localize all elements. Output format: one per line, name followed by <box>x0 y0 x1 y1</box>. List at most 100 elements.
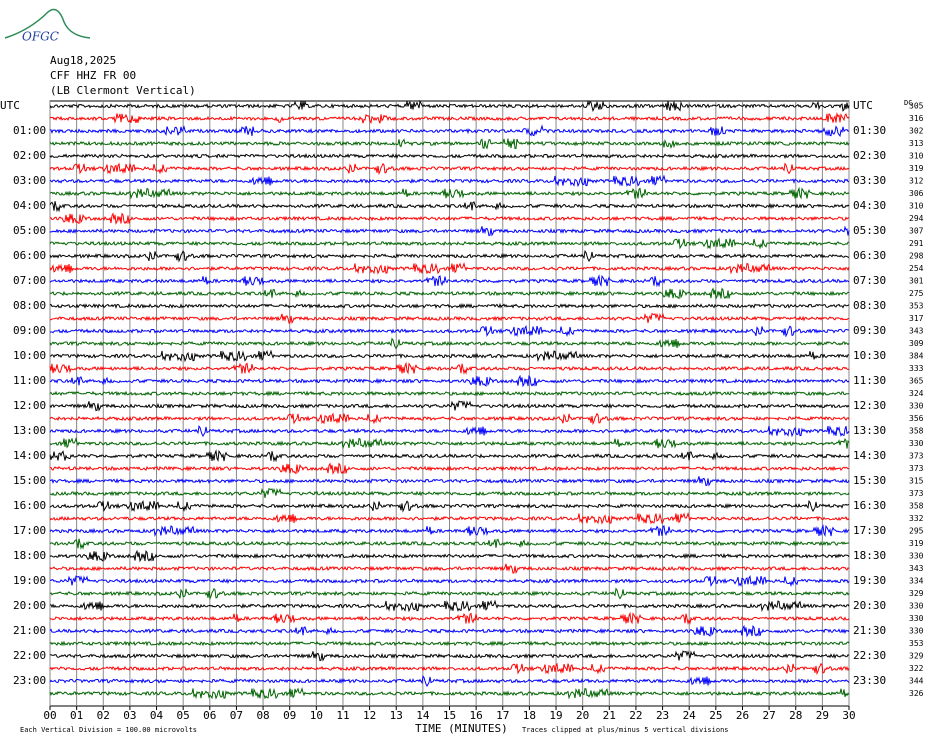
dc-value: 365 <box>909 377 924 386</box>
x-tick-label: 27 <box>762 709 775 722</box>
dc-value: 313 <box>909 139 924 148</box>
trace <box>49 212 850 225</box>
dc-value: 353 <box>909 639 924 648</box>
dc-value: 302 <box>909 127 924 136</box>
dc-value: 330 <box>909 602 924 611</box>
dc-value: 319 <box>909 164 924 173</box>
x-tick-label: 25 <box>709 709 722 722</box>
x-tick-label: 01 <box>70 709 83 722</box>
right-time-label: 03:30 <box>853 174 886 187</box>
x-tick-label: 11 <box>336 709 349 722</box>
trace <box>49 476 850 487</box>
trace <box>50 124 850 138</box>
dc-value: 358 <box>909 502 924 511</box>
x-tick-label: 06 <box>203 709 216 722</box>
x-tick-label: 14 <box>416 709 430 722</box>
trace <box>49 487 850 498</box>
dc-value: 353 <box>909 302 924 311</box>
logo-curve <box>4 8 91 39</box>
trace <box>49 225 850 237</box>
x-tick-label: 12 <box>363 709 376 722</box>
trace <box>49 650 850 662</box>
x-tick-label: 03 <box>123 709 136 722</box>
trace <box>49 687 850 700</box>
dc-value: 356 <box>909 414 924 423</box>
trace <box>49 662 850 676</box>
trace <box>49 324 850 338</box>
right-time-label: 08:30 <box>853 299 886 312</box>
trace <box>49 512 850 525</box>
right-time-label: UTC <box>853 99 873 112</box>
right-time-label: 19:30 <box>853 574 886 587</box>
trace <box>49 674 850 688</box>
trace <box>49 349 850 363</box>
right-time-label: 15:30 <box>853 474 886 487</box>
trace <box>49 449 850 463</box>
x-tick-label: 20 <box>576 709 589 722</box>
dc-value: 275 <box>909 289 924 298</box>
dc-value: 373 <box>909 452 924 461</box>
trace <box>49 499 850 513</box>
x-tick-label: 05 <box>177 709 190 722</box>
right-time-label: 05:30 <box>853 224 886 237</box>
left-time-label: 09:00 <box>13 324 46 337</box>
trace <box>49 249 850 263</box>
dc-value: 319 <box>909 539 924 548</box>
dc-value: 330 <box>909 402 924 411</box>
left-time-label: 16:00 <box>13 499 46 512</box>
dc-value: 373 <box>909 464 924 473</box>
x-tick-label: 15 <box>443 709 456 722</box>
right-time-label: 13:30 <box>853 424 886 437</box>
dc-value: 329 <box>909 589 924 598</box>
x-tick-label: 26 <box>736 709 749 722</box>
x-tick-label: 00 <box>43 709 56 722</box>
trace <box>49 302 850 310</box>
dc-value: 316 <box>909 114 924 123</box>
dc-value: 344 <box>909 677 924 686</box>
left-time-label: 15:00 <box>13 474 46 487</box>
logo: OFGC <box>22 30 59 44</box>
right-time-label: 16:30 <box>853 499 886 512</box>
trace <box>49 412 850 426</box>
dc-value: 291 <box>909 239 924 248</box>
left-time-label: UTC <box>0 99 20 112</box>
right-time-label: 04:30 <box>853 199 886 212</box>
dc-value: 322 <box>909 664 924 673</box>
left-time-label: 14:00 <box>13 449 46 462</box>
dc-value: 384 <box>909 352 924 361</box>
x-tick-label: 17 <box>496 709 509 722</box>
dc-value: 326 <box>909 689 924 698</box>
left-time-label: 10:00 <box>13 349 46 362</box>
left-time-label: 08:00 <box>13 299 46 312</box>
trace <box>49 437 850 450</box>
dc-value: 301 <box>909 277 924 286</box>
right-time-label: 02:30 <box>853 149 886 162</box>
dc-value: 330 <box>909 614 924 623</box>
trace <box>49 287 850 300</box>
right-time-label: 21:30 <box>853 624 886 637</box>
trace <box>49 524 850 538</box>
x-tick-label: 28 <box>789 709 802 722</box>
trace <box>49 424 850 438</box>
dc-value: 324 <box>909 389 924 398</box>
trace <box>49 599 850 613</box>
trace <box>49 337 850 350</box>
left-time-label: 21:00 <box>13 624 46 637</box>
dc-value: 358 <box>909 427 924 436</box>
left-time-label: 03:00 <box>13 174 46 187</box>
dc-value: 343 <box>909 327 924 336</box>
x-tick-label: 23 <box>656 709 669 722</box>
trace <box>49 587 850 601</box>
right-time-label: 07:30 <box>853 274 886 287</box>
dc-value: 317 <box>909 314 924 323</box>
trace <box>49 274 850 288</box>
x-tick-label: 30 <box>842 709 855 722</box>
x-axis-label: TIME (MINUTES) <box>415 722 508 735</box>
dc-value: 343 <box>909 564 924 573</box>
trace <box>49 174 850 188</box>
trace <box>49 201 850 213</box>
location: (LB Clermont Vertical) <box>50 84 196 97</box>
x-tick-label: 19 <box>549 709 562 722</box>
left-time-label: 13:00 <box>13 424 46 437</box>
